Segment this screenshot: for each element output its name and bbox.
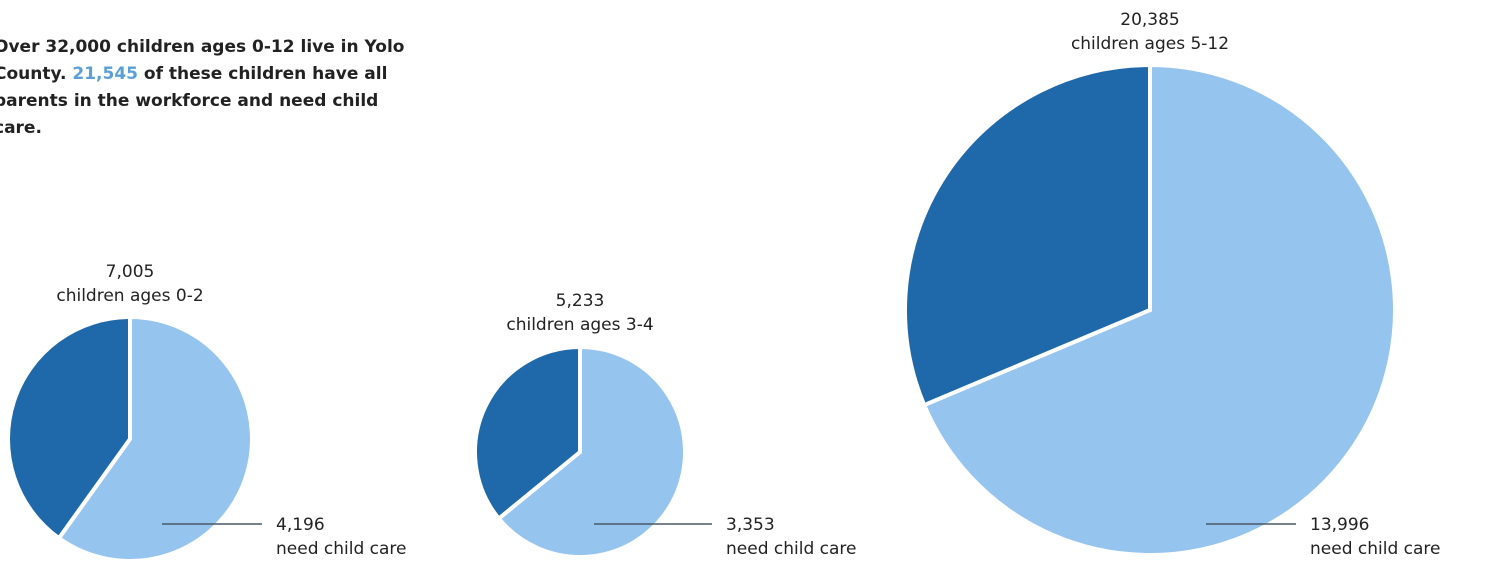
group-label-ages-0-2: children ages 0-2: [56, 286, 203, 306]
need-care-text-ages-5-12: need child care: [1310, 539, 1441, 559]
headline: Over 32,000 children ages 0-12 live in Y…: [0, 34, 414, 142]
group-label-ages-3-4: children ages 3-4: [506, 315, 653, 335]
slice-need-care-ages-5-12: [921, 62, 1397, 557]
pie-chart-ages-5-12: 20,385 children ages 5-12 13,996 need ch…: [903, 10, 1441, 559]
need-care-count-ages-5-12: 13,996: [1310, 515, 1369, 535]
need-care-count-ages-0-2: 4,196: [276, 515, 325, 535]
slice-need-care-ages-3-4: [495, 344, 687, 559]
slice-other-ages-5-12: [903, 62, 1152, 408]
pie-chart-ages-3-4: 5,233 children ages 3-4 3,353 need child…: [473, 291, 857, 559]
total-count-ages-5-12: 20,385: [1120, 10, 1179, 30]
need-care-count-ages-3-4: 3,353: [726, 515, 775, 535]
total-count-ages-0-2: 7,005: [106, 262, 155, 282]
slice-other-ages-0-2: [6, 314, 132, 541]
need-care-text-ages-0-2: need child care: [276, 539, 407, 559]
headline-text-after: of these children have all parents in th…: [0, 64, 388, 138]
slice-other-ages-3-4: [473, 344, 582, 522]
need-care-text-ages-3-4: need child care: [726, 539, 857, 559]
pie-chart-ages-0-2: 7,005 children ages 0-2 4,196 need child…: [6, 262, 407, 563]
headline-text-before: Over 32,000 children ages 0-12 live in Y…: [0, 37, 405, 84]
total-count-ages-3-4: 5,233: [556, 291, 605, 311]
headline-highlight-number: 21,545: [72, 64, 138, 84]
slice-need-care-ages-0-2: [56, 314, 254, 563]
group-label-ages-5-12: children ages 5-12: [1071, 34, 1229, 54]
